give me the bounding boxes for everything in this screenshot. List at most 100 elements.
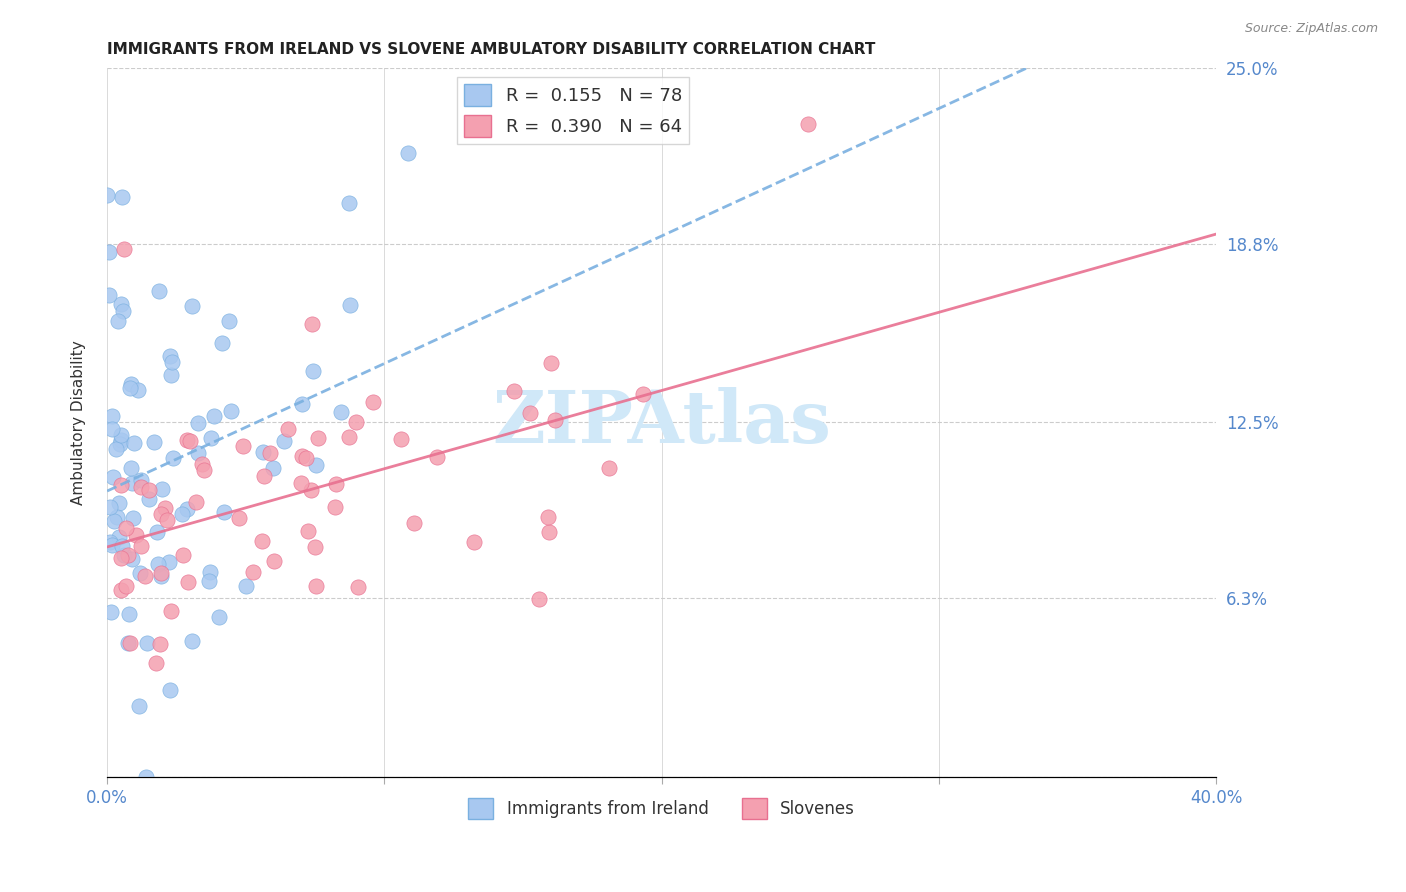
Point — [115, 579, 138, 593]
Point — [115, 521, 138, 535]
Point — [160, 355, 183, 369]
Point — [259, 446, 281, 460]
Point — [149, 507, 172, 521]
Point — [228, 511, 250, 525]
Point — [129, 480, 152, 494]
Text: Source: ZipAtlas.com: Source: ZipAtlas.com — [1244, 22, 1378, 36]
Point — [110, 297, 132, 311]
Point — [110, 550, 132, 565]
Point — [148, 284, 170, 298]
Point — [120, 377, 142, 392]
Point — [200, 431, 222, 445]
Point — [110, 427, 132, 442]
Point — [108, 496, 131, 510]
Point — [124, 436, 146, 450]
Point — [129, 540, 152, 554]
Point — [363, 395, 385, 409]
Point — [187, 416, 209, 430]
Point — [323, 500, 346, 514]
Point — [172, 507, 194, 521]
Point — [100, 538, 122, 552]
Point — [295, 450, 318, 465]
Point — [263, 554, 285, 568]
Point — [107, 313, 129, 327]
Point — [103, 514, 125, 528]
Point — [297, 524, 319, 538]
Point — [325, 477, 347, 491]
Point — [118, 607, 141, 621]
Point — [198, 574, 221, 588]
Point — [208, 610, 231, 624]
Point — [304, 540, 326, 554]
Point — [138, 483, 160, 497]
Point — [111, 190, 134, 204]
Point — [181, 299, 204, 313]
Legend: Immigrants from Ireland, Slovenes: Immigrants from Ireland, Slovenes — [461, 791, 862, 825]
Point — [299, 483, 322, 498]
Point — [172, 548, 194, 562]
Point — [232, 439, 254, 453]
Point — [105, 442, 128, 456]
Point — [184, 495, 207, 509]
Point — [797, 117, 820, 131]
Point — [110, 478, 132, 492]
Point — [598, 461, 620, 475]
Point — [117, 548, 139, 562]
Point — [211, 336, 233, 351]
Point — [98, 287, 121, 301]
Point — [146, 524, 169, 539]
Text: ZIPAtlas: ZIPAtlas — [492, 387, 831, 458]
Point — [156, 513, 179, 527]
Text: IMMIGRANTS FROM IRELAND VS SLOVENE AMBULATORY DISABILITY CORRELATION CHART: IMMIGRANTS FROM IRELAND VS SLOVENE AMBUL… — [107, 42, 876, 57]
Point — [426, 450, 449, 464]
Point — [544, 413, 567, 427]
Point — [519, 406, 541, 420]
Point — [219, 403, 242, 417]
Point — [176, 433, 198, 447]
Point — [540, 356, 562, 370]
Point — [135, 770, 157, 784]
Point — [125, 528, 148, 542]
Point — [136, 636, 159, 650]
Point — [134, 569, 156, 583]
Point — [181, 634, 204, 648]
Point — [127, 384, 149, 398]
Point — [537, 509, 560, 524]
Point — [308, 431, 330, 445]
Point — [146, 557, 169, 571]
Point — [339, 298, 361, 312]
Point — [202, 409, 225, 423]
Point — [176, 502, 198, 516]
Point — [108, 530, 131, 544]
Point — [179, 434, 201, 449]
Point — [218, 314, 240, 328]
Point — [273, 434, 295, 449]
Point — [110, 582, 132, 597]
Point — [103, 469, 125, 483]
Point — [305, 579, 328, 593]
Point — [162, 450, 184, 465]
Point — [128, 698, 150, 713]
Point — [250, 533, 273, 548]
Point — [150, 568, 173, 582]
Point — [118, 381, 141, 395]
Point — [305, 458, 328, 473]
Point — [100, 605, 122, 619]
Point — [129, 473, 152, 487]
Point — [277, 422, 299, 436]
Point — [302, 364, 325, 378]
Point — [329, 405, 352, 419]
Point — [143, 435, 166, 450]
Point — [159, 368, 181, 382]
Point — [177, 574, 200, 589]
Point — [98, 535, 121, 549]
Point — [153, 501, 176, 516]
Point — [149, 637, 172, 651]
Point — [159, 349, 181, 363]
Point — [97, 245, 120, 260]
Point — [120, 461, 142, 475]
Point — [290, 397, 312, 411]
Point — [191, 457, 214, 471]
Point — [537, 524, 560, 539]
Point — [235, 579, 257, 593]
